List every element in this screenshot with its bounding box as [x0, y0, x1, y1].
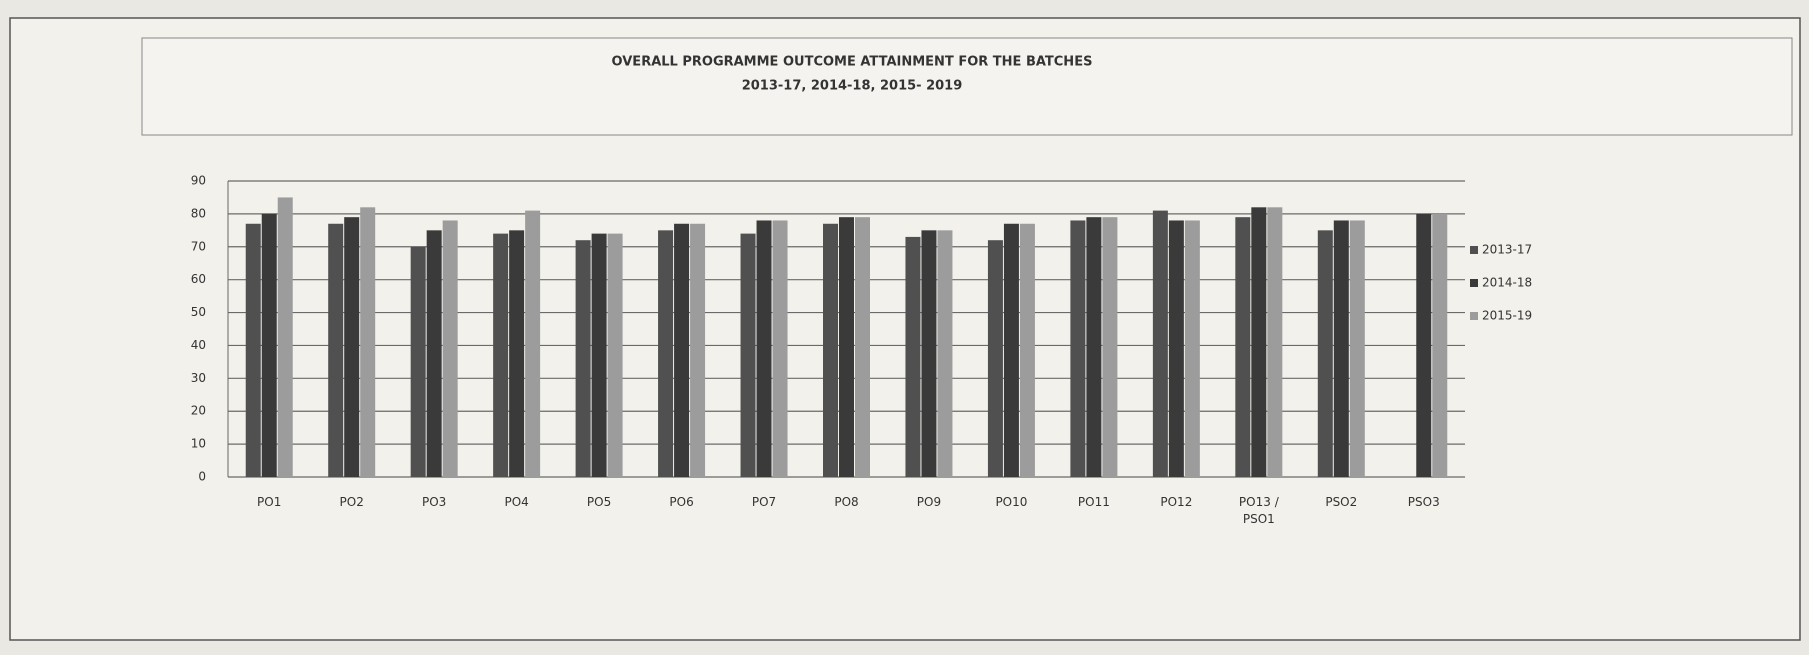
bar — [839, 217, 854, 477]
bar — [575, 240, 591, 477]
y-tick-label: 40 — [191, 338, 206, 352]
bar — [245, 223, 261, 477]
bar — [591, 233, 607, 477]
bar — [658, 230, 674, 477]
bar — [756, 220, 772, 477]
x-tick-label: PO1 — [257, 495, 282, 509]
bar — [740, 233, 756, 477]
bar — [261, 213, 277, 477]
x-tick-label: PSO3 — [1407, 495, 1440, 509]
y-tick-label: 10 — [191, 437, 206, 451]
bar — [509, 230, 525, 477]
x-tick-label: PO3 — [421, 495, 447, 509]
bar — [1349, 220, 1365, 477]
bar — [1416, 213, 1432, 477]
x-tick-label: PO7 — [751, 495, 777, 509]
y-tick-label: 50 — [191, 305, 206, 319]
bar — [1019, 223, 1035, 477]
bar — [1003, 223, 1019, 477]
x-tick-label: PO12 — [1160, 495, 1193, 509]
y-tick-label: 20 — [191, 404, 206, 418]
bar — [442, 220, 458, 477]
legend-label: 2014-18 — [1482, 276, 1532, 290]
bar — [921, 230, 937, 477]
y-tick-label: 70 — [191, 239, 206, 253]
bar — [1267, 207, 1283, 478]
legend-label: 2015-19 — [1482, 309, 1532, 323]
bar — [674, 223, 690, 477]
title-box — [141, 37, 1793, 136]
bar — [905, 236, 921, 477]
bar — [410, 246, 426, 477]
y-tick-label: 60 — [191, 272, 206, 286]
x-tick-label: PO4 — [504, 495, 529, 509]
chart-title: OVERALL PROGRAMME OUTCOME ATTAINMENT FOR… — [612, 55, 1093, 70]
bar — [344, 217, 360, 477]
y-tick-label: 30 — [191, 371, 206, 385]
bar — [1184, 220, 1200, 477]
x-tick-label: PO10 — [995, 495, 1028, 509]
bar — [1432, 213, 1448, 477]
bar — [1235, 217, 1251, 477]
y-tick-label: 0 — [198, 470, 206, 484]
bar — [525, 210, 541, 477]
bar — [493, 233, 509, 477]
legend-swatch — [1470, 279, 1478, 287]
bar — [772, 220, 788, 477]
x-tick-label: PO2 — [339, 495, 364, 509]
legend-label: 2013-17 — [1482, 243, 1532, 257]
x-tick-label: PO11 — [1077, 495, 1110, 509]
x-tick-label: PO8 — [834, 495, 859, 509]
x-tick-label: PO13 / PSO1 — [1238, 495, 1279, 526]
y-tick-label: 90 — [191, 174, 206, 188]
y-tick-label: 80 — [191, 206, 206, 220]
bar — [937, 230, 953, 477]
x-tick-label: PO6 — [669, 495, 694, 509]
bar — [823, 223, 838, 477]
bar — [1168, 220, 1184, 477]
x-tick-label: PO9 — [916, 495, 942, 509]
bar — [855, 217, 870, 477]
chart-subtitle: 2013-17, 2014-18, 2015- 2019 — [742, 79, 963, 94]
bar — [1251, 207, 1267, 478]
bar — [1317, 230, 1333, 477]
bar — [1333, 220, 1349, 477]
bar — [1070, 220, 1086, 477]
bar — [987, 240, 1003, 477]
bar — [1152, 210, 1168, 477]
bar — [360, 207, 376, 478]
bar — [607, 233, 623, 477]
bar — [277, 197, 293, 477]
bar — [328, 223, 344, 477]
x-tick-label: PO5 — [586, 495, 612, 509]
bar — [690, 223, 706, 477]
legend-swatch — [1470, 312, 1478, 320]
legend-swatch — [1470, 246, 1478, 254]
x-tick-label: PSO2 — [1325, 495, 1358, 509]
bar — [426, 230, 442, 477]
bar — [1102, 217, 1118, 477]
bar — [1086, 217, 1102, 477]
